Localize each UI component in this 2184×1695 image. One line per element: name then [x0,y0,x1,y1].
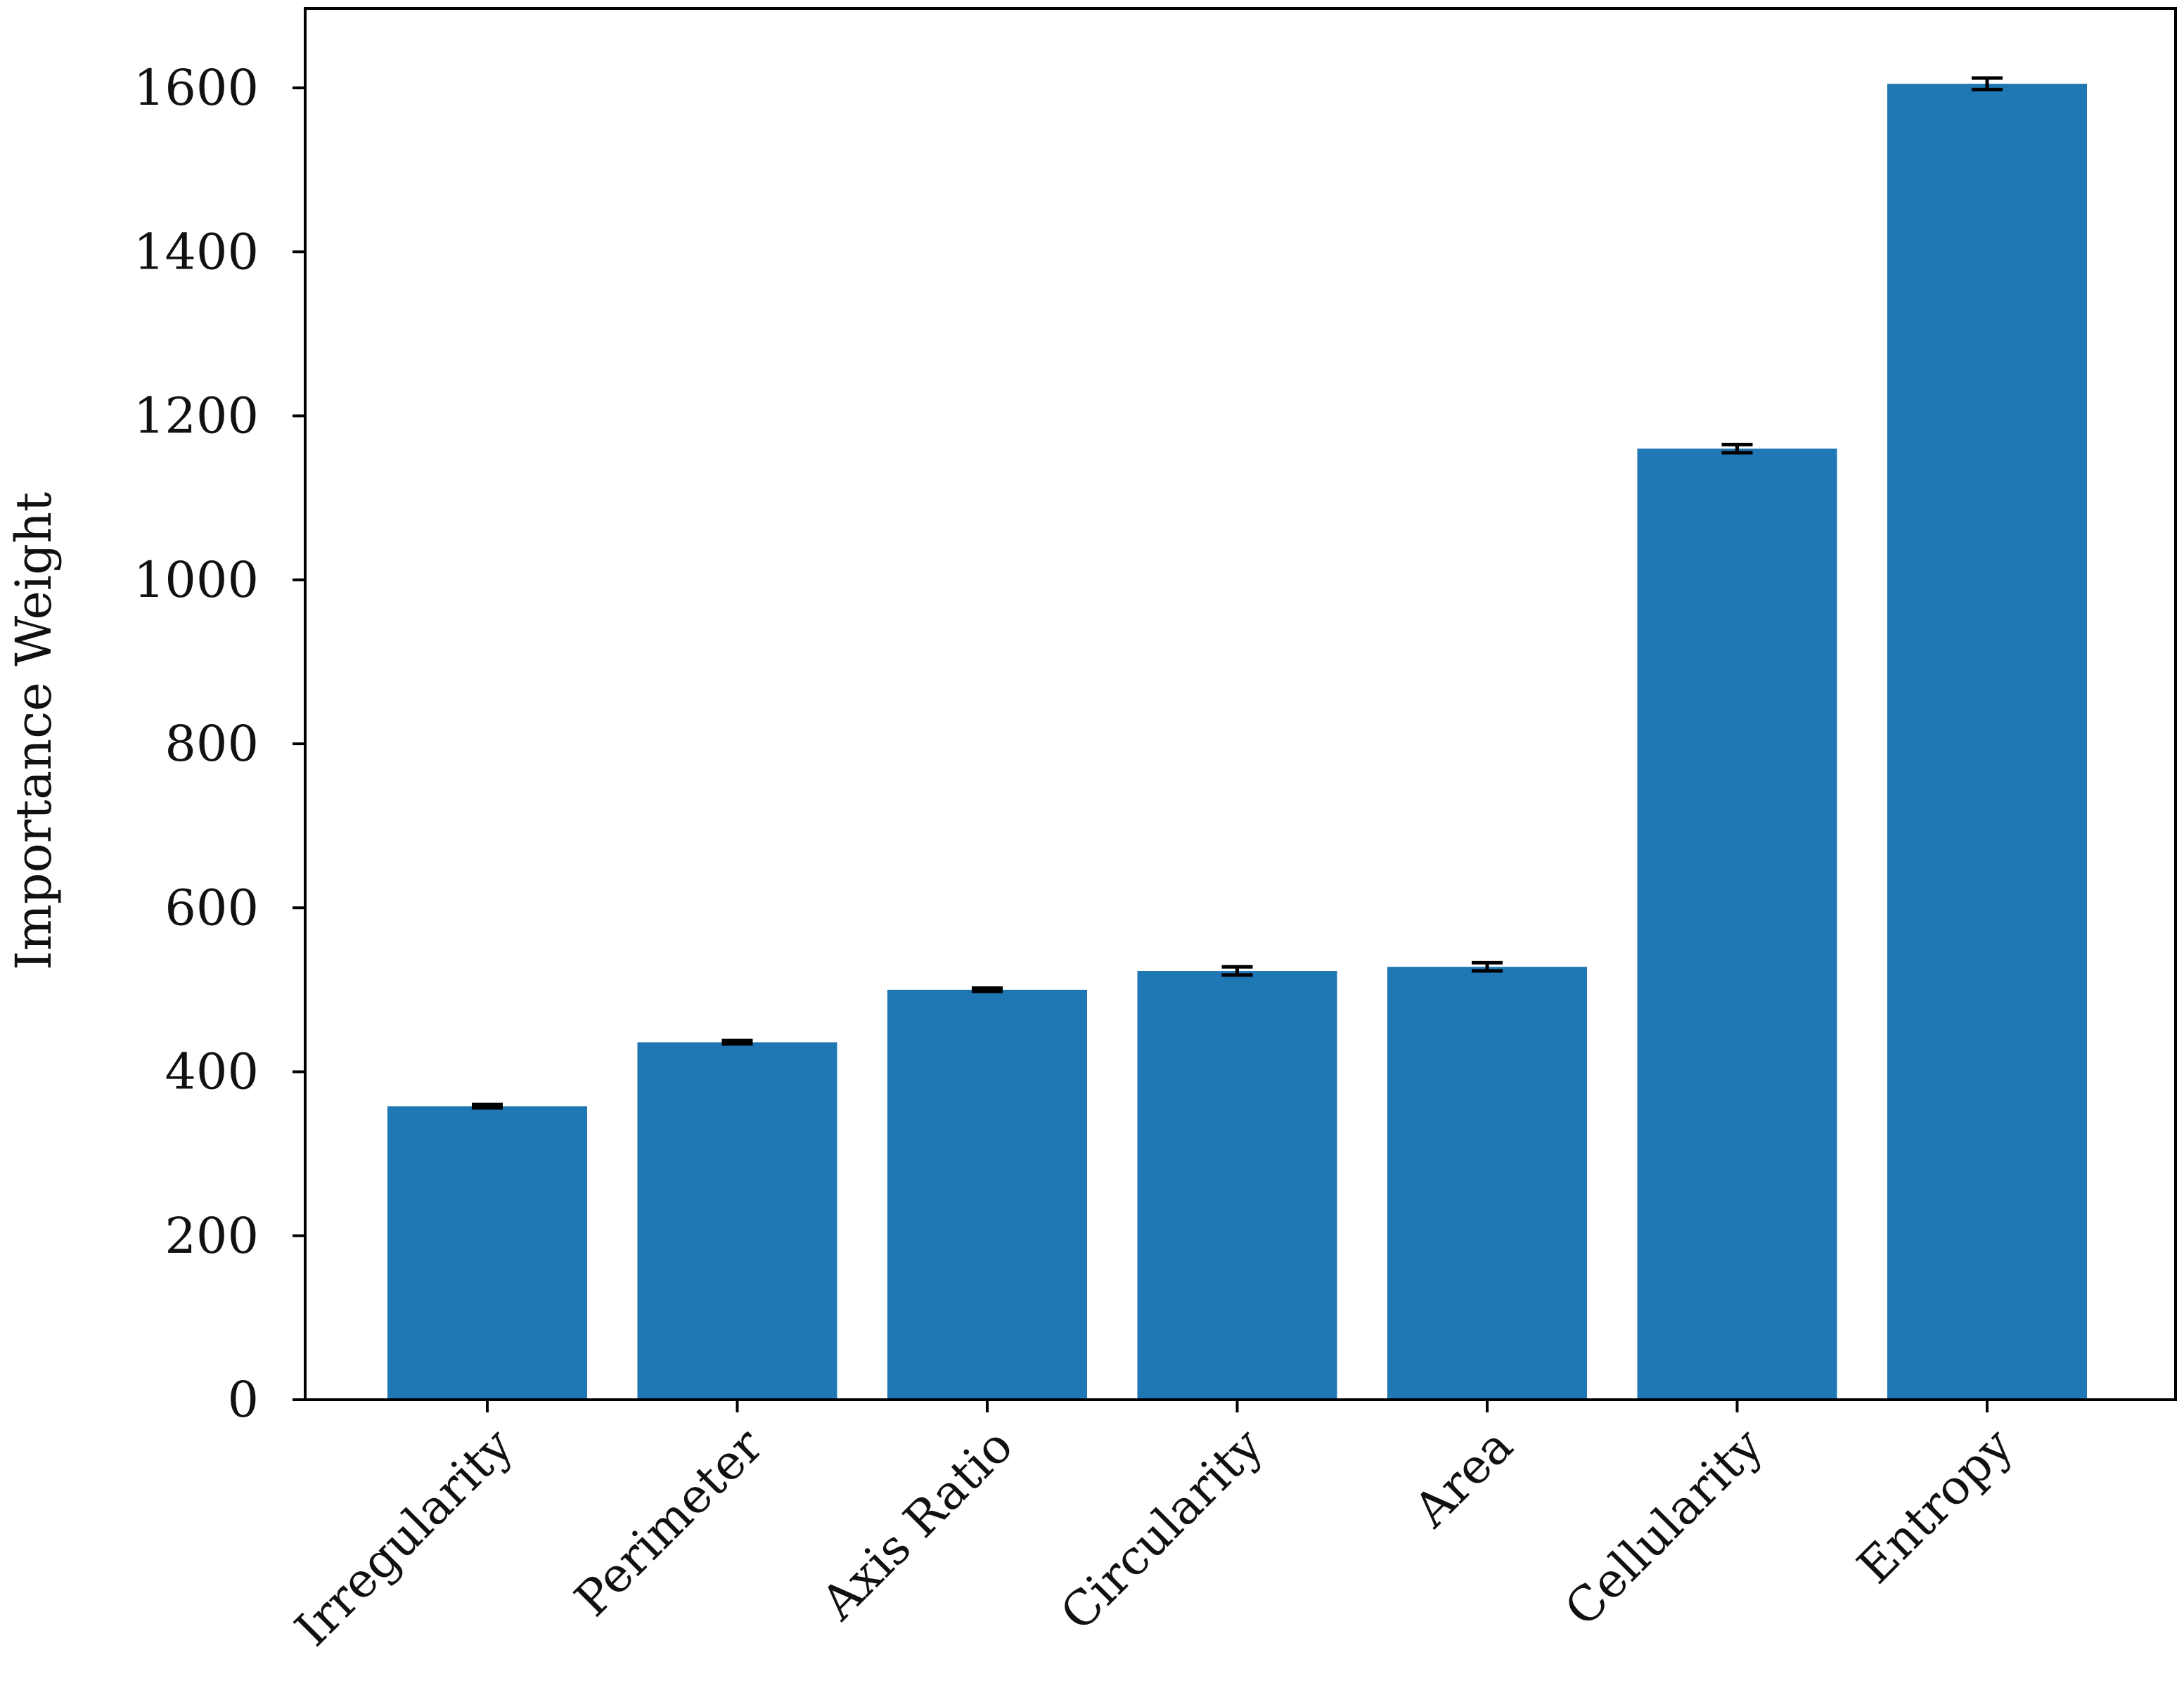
x-tick-label: Entropy [1847,1418,2024,1595]
x-tick-label: Area [1403,1418,1524,1538]
bar-perimeter [637,1042,837,1400]
bar-area [1387,967,1587,1400]
y-tick-label: 200 [165,1207,259,1265]
y-tick-label: 400 [165,1043,259,1101]
error-bar [721,1038,753,1046]
error-bar [972,986,1003,993]
x-axis: Irregularity Perimeter Axis Ratio Circulari… [285,1400,2024,1657]
bar-cellularity [1637,449,1837,1400]
error-bar [1472,960,1503,973]
bars [387,84,2087,1400]
x-tick-label: Irregularity [285,1418,524,1657]
y-tick-label: 800 [165,715,259,773]
y-tick-label: 1400 [134,223,259,281]
x-tick-label: Axis Ratio [811,1418,1024,1631]
error-bar [472,1102,503,1110]
y-tick-label: 0 [227,1371,259,1429]
bar-entropy [1887,84,2087,1400]
y-tick-label: 600 [165,879,259,936]
error-bar [1721,442,1753,455]
bar-irregularity [387,1106,587,1400]
error-bar [1221,965,1253,977]
x-tick-label: Perimeter [565,1418,774,1628]
bar-axis-ratio [887,989,1087,1400]
x-tick-label: Cellularity [1555,1418,1774,1637]
x-tick-label: Circularity [1051,1418,1274,1642]
y-axis-label: Importance Weight [5,492,63,970]
y-tick-label: 1000 [134,551,259,609]
error-bars [472,76,2003,1110]
bar-circularity [1137,971,1337,1400]
plot-frame [304,7,2177,1401]
y-tick-label: 1600 [134,59,259,117]
error-bar [1972,76,2003,91]
y-tick-label: 1200 [134,387,259,445]
y-axis: 0 200 400 600 800 1000 1200 1400 1600 [134,59,305,1429]
